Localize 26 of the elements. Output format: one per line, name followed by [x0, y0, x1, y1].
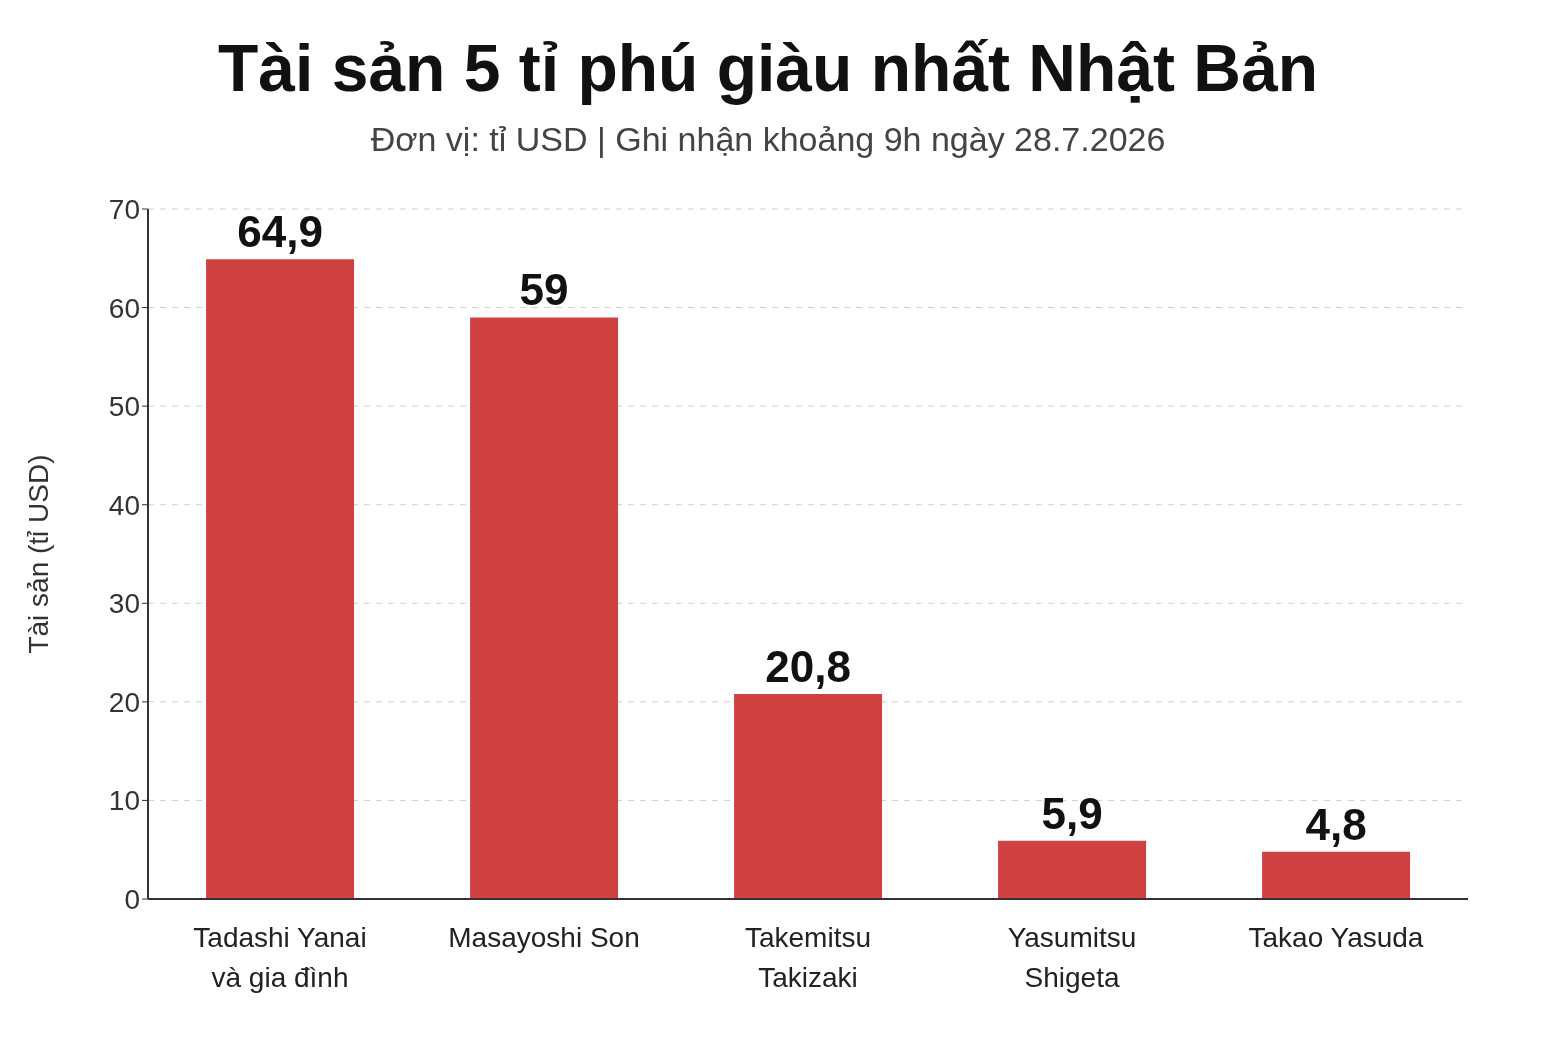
y-tick-label: 20 [108, 686, 140, 718]
bar [998, 840, 1147, 899]
data-label: 20,8 [765, 641, 851, 691]
bar [734, 693, 883, 899]
x-tick-label: Yasumitsu Shigeta [1007, 922, 1137, 993]
bar [470, 317, 619, 899]
chart-title: Tài sản 5 tỉ phú giàu nhất Nhật Bản [216, 30, 1320, 106]
y-tick-label: 70 [108, 193, 140, 225]
y-tick-label: 40 [108, 489, 140, 521]
bar [1262, 851, 1411, 899]
data-label: 5,9 [1041, 788, 1103, 838]
chart-subtitle: Đơn vị: tỉ USD | Ghi nhận khoảng 9h ngày 28.7.2026 [369, 120, 1167, 159]
data-label: 64,9 [237, 207, 323, 257]
y-tick-label: 50 [108, 391, 140, 423]
y-tick-label: 30 [108, 588, 140, 620]
bar [206, 259, 355, 899]
y-tick-label: 0 [124, 883, 140, 915]
data-label: 4,8 [1305, 799, 1367, 849]
y-axis-title: Tài sản (tỉ USD) [22, 454, 54, 654]
x-tick-label: Masayoshi Son [448, 922, 640, 953]
y-tick-label: 10 [108, 785, 140, 817]
data-label: 59 [519, 265, 569, 315]
x-tick-label: Takao Yasuda [1248, 922, 1424, 953]
x-tick-label: Tadashi Yanai và gia đình [193, 922, 367, 993]
y-tick-label: 60 [108, 292, 140, 324]
x-tick-label: Takemitsu Takizaki [744, 922, 872, 993]
